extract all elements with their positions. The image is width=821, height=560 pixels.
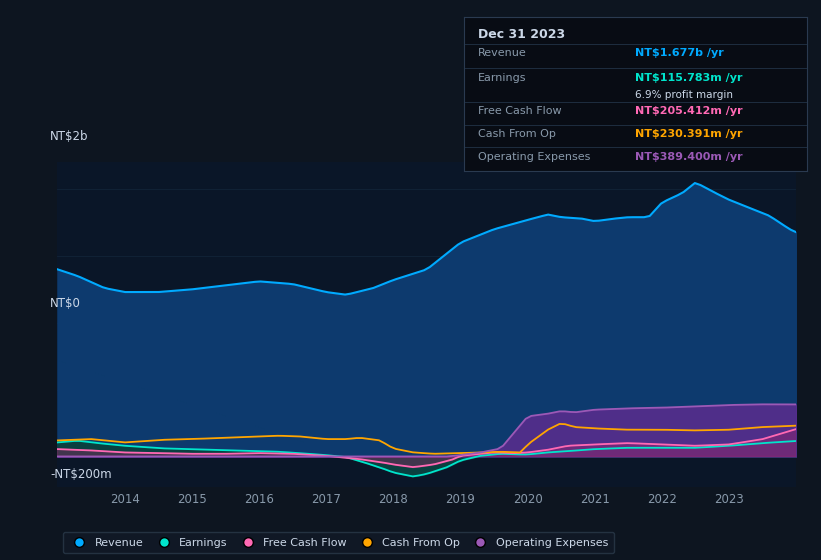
Legend: Revenue, Earnings, Free Cash Flow, Cash From Op, Operating Expenses: Revenue, Earnings, Free Cash Flow, Cash …: [62, 532, 614, 553]
Text: NT$230.391m /yr: NT$230.391m /yr: [635, 129, 743, 139]
Text: Revenue: Revenue: [478, 48, 526, 58]
Text: NT$0: NT$0: [50, 297, 81, 310]
Text: NT$2b: NT$2b: [50, 130, 89, 143]
Text: Cash From Op: Cash From Op: [478, 129, 556, 139]
Text: Free Cash Flow: Free Cash Flow: [478, 106, 562, 116]
Text: NT$1.677b /yr: NT$1.677b /yr: [635, 48, 724, 58]
Text: NT$115.783m /yr: NT$115.783m /yr: [635, 73, 743, 83]
Text: Operating Expenses: Operating Expenses: [478, 152, 590, 161]
Text: NT$389.400m /yr: NT$389.400m /yr: [635, 152, 743, 161]
Text: 6.9% profit margin: 6.9% profit margin: [635, 90, 733, 100]
Text: Earnings: Earnings: [478, 73, 526, 83]
Text: -NT$200m: -NT$200m: [50, 468, 112, 480]
Text: Dec 31 2023: Dec 31 2023: [478, 27, 565, 40]
Text: NT$205.412m /yr: NT$205.412m /yr: [635, 106, 743, 116]
